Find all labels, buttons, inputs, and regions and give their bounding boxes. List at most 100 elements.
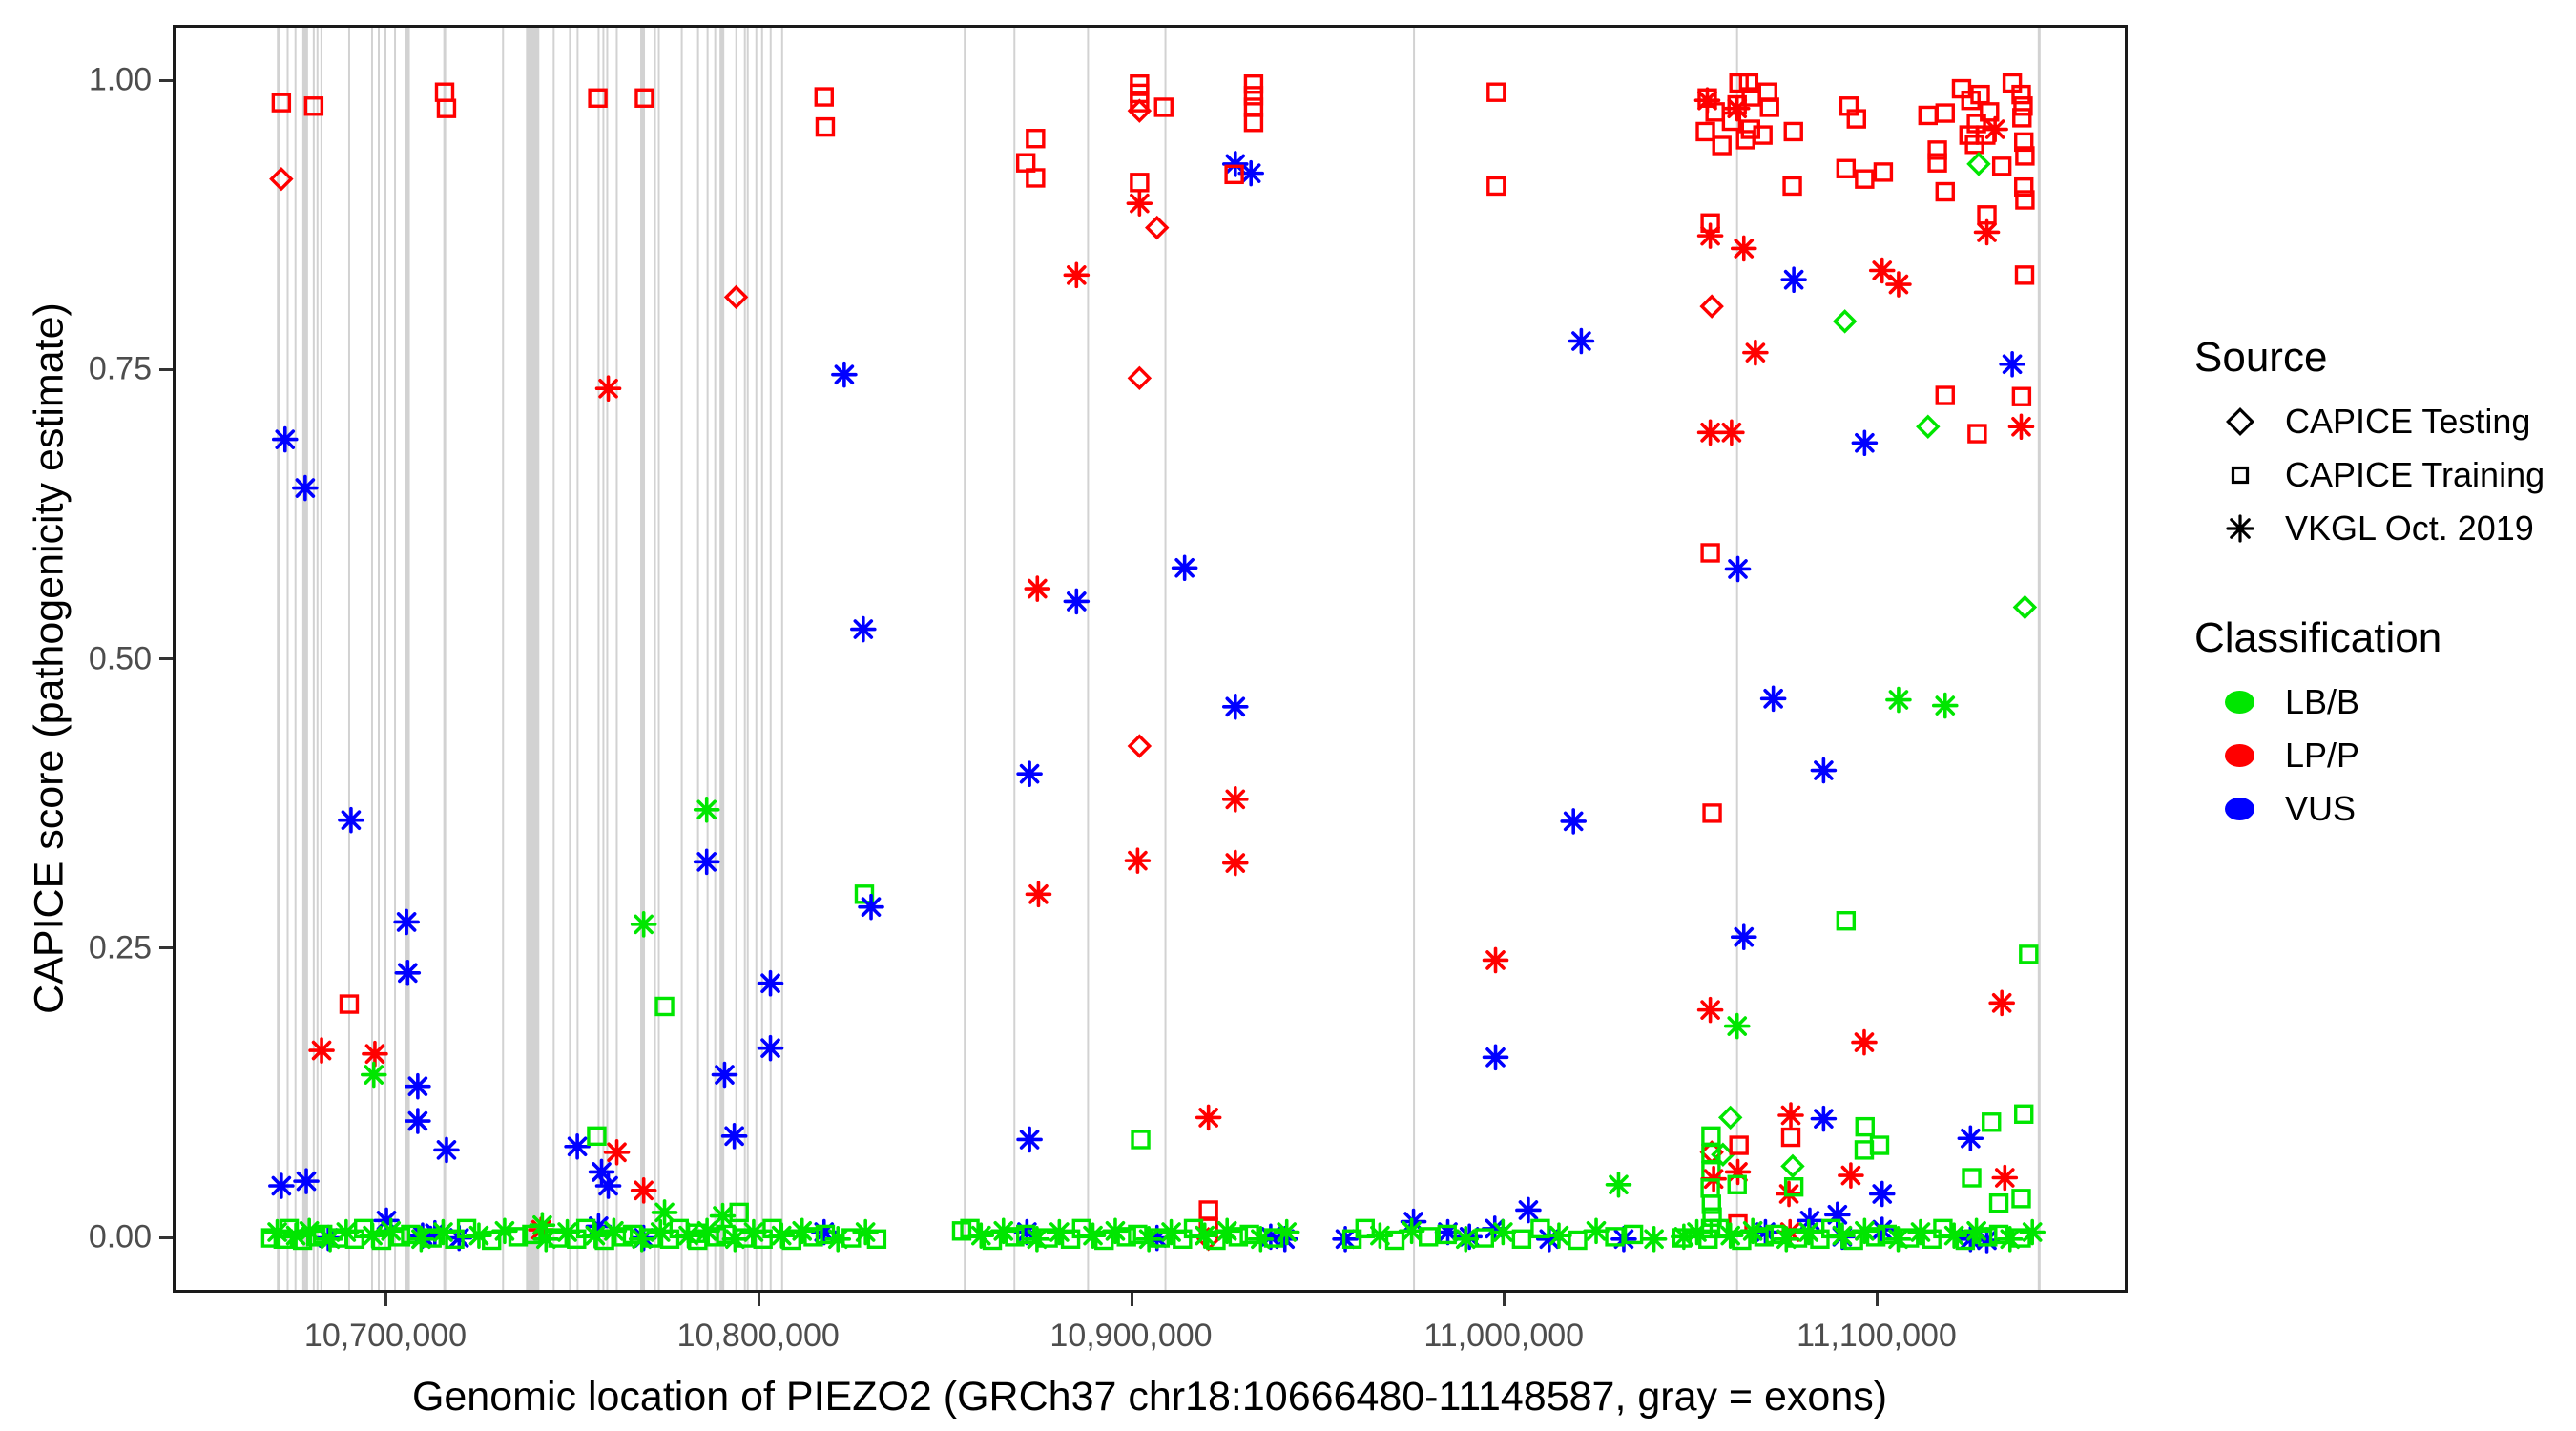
- data-point-asterisk: [1157, 1218, 1185, 1246]
- data-point-asterisk: [373, 1207, 400, 1234]
- data-point-square: [271, 93, 292, 113]
- data-point-asterisk: [831, 361, 858, 388]
- legend-item-label: LP/P: [2285, 736, 2360, 775]
- data-point-asterisk: [1963, 1217, 1990, 1245]
- data-point-asterisk: [1214, 1217, 1240, 1245]
- data-point-asterisk: [1013, 1218, 1041, 1246]
- data-point-square: [1980, 102, 2000, 122]
- data-point-asterisk: [466, 1222, 492, 1249]
- data-point-square: [1026, 129, 1046, 149]
- data-point-asterisk: [1724, 1158, 1752, 1186]
- legend-source-title: Source: [2194, 334, 2328, 381]
- data-point-asterisk: [1780, 266, 1807, 294]
- data-point-square: [339, 994, 360, 1014]
- data-point-asterisk: [1221, 849, 1249, 877]
- data-point-square: [1754, 1227, 1775, 1247]
- data-point-square: [1486, 82, 1506, 102]
- data-point-asterisk: [308, 1037, 335, 1064]
- data-point-asterisk: [989, 1217, 1017, 1245]
- data-point-square: [1116, 1227, 1136, 1247]
- data-point-square: [1978, 1227, 1998, 1247]
- y-tick-label: 0.75: [88, 350, 152, 387]
- x-tick-label: 11,100,000: [1797, 1317, 1957, 1354]
- data-point-asterisk: [757, 1034, 784, 1062]
- data-point-asterisk: [1683, 1218, 1711, 1246]
- data-point-square: [1701, 1194, 1721, 1214]
- y-tick-mark: [159, 367, 173, 371]
- data-point-square: [1783, 1177, 1804, 1197]
- data-point-asterisk: [1999, 350, 2025, 378]
- legend-item-vus: VUS: [2194, 782, 2566, 836]
- data-point-square: [2014, 265, 2035, 285]
- y-tick-mark: [159, 78, 173, 82]
- data-point-square: [1967, 424, 1987, 444]
- data-point-square: [1869, 1135, 1890, 1155]
- data-point-asterisk: [1851, 1028, 1878, 1056]
- legend-key: [2194, 798, 2285, 820]
- data-point-asterisk: [2019, 1218, 2046, 1246]
- data-point-asterisk: [405, 1108, 431, 1134]
- data-point-asterisk: [757, 969, 784, 997]
- legend-item-label: VKGL Oct. 2019: [2285, 508, 2534, 548]
- data-point-asterisk: [1171, 554, 1198, 582]
- data-point-square: [1341, 1229, 1362, 1249]
- data-point-asterisk: [1868, 1180, 1896, 1208]
- legend-item-label: CAPICE Testing: [2285, 402, 2531, 441]
- data-point-asterisk: [967, 1222, 995, 1249]
- dot-icon: [2225, 691, 2254, 714]
- data-point-asterisk: [1221, 694, 1249, 720]
- data-point-square: [1568, 1230, 1588, 1251]
- data-point-asterisk: [1126, 190, 1153, 217]
- data-point-square: [1900, 1228, 1920, 1248]
- data-point-asterisk: [1723, 94, 1751, 122]
- data-point-square: [1927, 140, 1947, 160]
- data-point-square: [1855, 169, 1875, 189]
- y-tick-mark: [159, 657, 173, 660]
- data-point-asterisk: [564, 1132, 591, 1160]
- legend-item-label: VUS: [2285, 789, 2357, 828]
- data-point-asterisk: [268, 1172, 295, 1199]
- data-point-asterisk: [1931, 692, 1959, 719]
- data-point-asterisk: [1560, 808, 1587, 835]
- data-point-square: [1873, 162, 1894, 182]
- data-point-square: [1787, 1228, 1808, 1248]
- data-point-asterisk: [293, 1168, 320, 1194]
- data-point-asterisk: [858, 893, 884, 921]
- data-point-asterisk: [1583, 1217, 1610, 1245]
- square-icon: [2231, 466, 2249, 485]
- data-point-square: [2011, 386, 2032, 406]
- data-point-asterisk: [1696, 996, 1724, 1024]
- data-point-asterisk: [393, 908, 420, 936]
- data-point-diamond: [1780, 1153, 1805, 1179]
- data-point-asterisk: [1851, 1217, 1879, 1245]
- data-point-diamond: [1966, 152, 1991, 176]
- data-point-asterisk: [1973, 218, 2001, 246]
- data-point-asterisk: [720, 1123, 748, 1150]
- x-tick-mark: [1876, 1293, 1879, 1306]
- data-point-asterisk: [1640, 1225, 1668, 1253]
- data-point-square: [1130, 173, 1150, 193]
- data-point-square: [1701, 1143, 1721, 1164]
- data-point-square: [2012, 108, 2032, 128]
- data-point-asterisk: [429, 1218, 457, 1246]
- plot-svg: [260, 28, 2046, 1290]
- data-point-square: [436, 98, 457, 118]
- data-point-asterisk: [1434, 1218, 1462, 1246]
- data-point-square: [1702, 803, 1722, 823]
- data-point-asterisk: [407, 1225, 435, 1253]
- data-point-square: [1605, 1227, 1625, 1247]
- data-point-diamond: [2012, 594, 2038, 620]
- data-point-square: [1935, 181, 1955, 202]
- data-point-asterisk: [1366, 1222, 1394, 1249]
- data-point-asterisk: [1982, 115, 2008, 143]
- data-point-asterisk: [1046, 1218, 1073, 1246]
- data-point-asterisk: [711, 1061, 738, 1089]
- data-point-asterisk: [338, 806, 364, 834]
- data-point-asterisk: [1221, 151, 1249, 177]
- data-point-asterisk: [271, 425, 299, 453]
- data-point-asterisk: [405, 1072, 431, 1100]
- data-point-asterisk: [594, 375, 622, 403]
- data-point-square: [1060, 1229, 1081, 1249]
- data-point-asterisk: [394, 959, 422, 986]
- y-tick-label: 0.50: [88, 640, 152, 676]
